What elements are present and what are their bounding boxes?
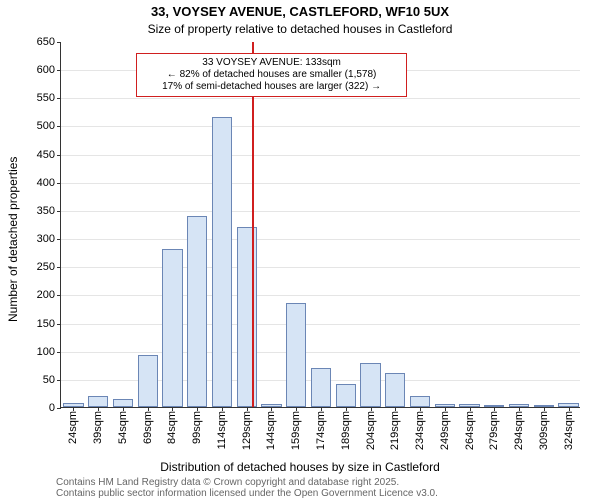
gridline	[61, 183, 580, 184]
gridline	[61, 211, 580, 212]
y-tick-label: 200	[37, 289, 55, 301]
x-tick-label: 69sqm	[142, 411, 154, 444]
y-tick-mark	[57, 324, 61, 325]
histogram-bar	[212, 117, 232, 407]
y-tick-mark	[57, 380, 61, 381]
y-tick-label: 50	[43, 374, 55, 386]
x-tick-label: 24sqm	[67, 411, 79, 444]
x-tick-label: 99sqm	[191, 411, 203, 444]
gridline	[61, 352, 580, 353]
gridline	[61, 126, 580, 127]
x-tick-label: 249sqm	[439, 411, 451, 450]
x-tick-label: 84sqm	[166, 411, 178, 444]
histogram-bar	[286, 303, 306, 407]
y-tick-label: 500	[37, 120, 55, 132]
y-tick-mark	[57, 155, 61, 156]
x-tick-label: 219sqm	[389, 411, 401, 450]
chart-title-line2: Size of property relative to detached ho…	[0, 22, 600, 36]
y-tick-label: 550	[37, 92, 55, 104]
y-tick-mark	[57, 126, 61, 127]
y-tick-mark	[57, 267, 61, 268]
x-tick-label: 294sqm	[513, 411, 525, 450]
x-tick-label: 234sqm	[414, 411, 426, 450]
histogram-bar	[410, 396, 430, 407]
histogram-bar	[187, 216, 207, 407]
histogram-bar	[336, 384, 356, 407]
y-tick-label: 150	[37, 318, 55, 330]
plot-area: 0501001502002503003504004505005506006502…	[60, 42, 580, 408]
y-tick-label: 450	[37, 149, 55, 161]
annotation-line: 33 VOYSEY AVENUE: 133sqm	[143, 57, 399, 69]
y-tick-mark	[57, 183, 61, 184]
x-tick-label: 39sqm	[92, 411, 104, 444]
x-tick-label: 189sqm	[340, 411, 352, 450]
histogram-bar	[162, 249, 182, 407]
x-tick-label: 114sqm	[216, 411, 228, 449]
y-tick-mark	[57, 295, 61, 296]
x-tick-label: 129sqm	[241, 411, 253, 450]
footer-line1: Contains HM Land Registry data © Crown c…	[56, 477, 399, 488]
x-tick-label: 54sqm	[117, 411, 129, 444]
histogram-bar	[113, 399, 133, 407]
gridline	[61, 155, 580, 156]
gridline	[61, 239, 580, 240]
y-tick-mark	[57, 352, 61, 353]
x-tick-label: 264sqm	[464, 411, 476, 450]
y-tick-label: 400	[37, 177, 55, 189]
y-tick-mark	[57, 239, 61, 240]
histogram-bar	[385, 373, 405, 407]
histogram-bar	[311, 368, 331, 407]
x-tick-label: 309sqm	[538, 411, 550, 450]
y-tick-label: 650	[37, 36, 55, 48]
y-tick-label: 250	[37, 261, 55, 273]
x-tick-label: 144sqm	[265, 411, 277, 450]
histogram-bar	[138, 355, 158, 407]
histogram-bar	[360, 363, 380, 407]
y-axis-label: Number of detached properties	[6, 157, 20, 322]
histogram-bar	[88, 396, 108, 407]
annotation-box: 33 VOYSEY AVENUE: 133sqm← 82% of detache…	[136, 53, 406, 97]
x-tick-label: 279sqm	[488, 411, 500, 450]
y-tick-mark	[57, 408, 61, 409]
y-tick-mark	[57, 70, 61, 71]
gridline	[61, 324, 580, 325]
gridline	[61, 295, 580, 296]
footer-line2: Contains public sector information licen…	[56, 488, 438, 499]
gridline	[61, 267, 580, 268]
y-tick-mark	[57, 98, 61, 99]
y-tick-mark	[57, 211, 61, 212]
y-tick-mark	[57, 42, 61, 43]
gridline	[61, 98, 580, 99]
y-tick-label: 350	[37, 205, 55, 217]
x-axis-label: Distribution of detached houses by size …	[0, 460, 600, 474]
y-tick-label: 0	[49, 402, 55, 414]
x-tick-label: 159sqm	[290, 411, 302, 450]
annotation-line: ← 82% of detached houses are smaller (1,…	[143, 69, 399, 81]
x-tick-label: 174sqm	[315, 411, 327, 450]
y-tick-label: 600	[37, 64, 55, 76]
chart-title-line1: 33, VOYSEY AVENUE, CASTLEFORD, WF10 5UX	[0, 4, 600, 19]
x-tick-label: 204sqm	[365, 411, 377, 450]
y-tick-label: 300	[37, 233, 55, 245]
x-tick-label: 324sqm	[563, 411, 575, 450]
annotation-line: 17% of semi-detached houses are larger (…	[143, 81, 399, 93]
y-tick-label: 100	[37, 346, 55, 358]
